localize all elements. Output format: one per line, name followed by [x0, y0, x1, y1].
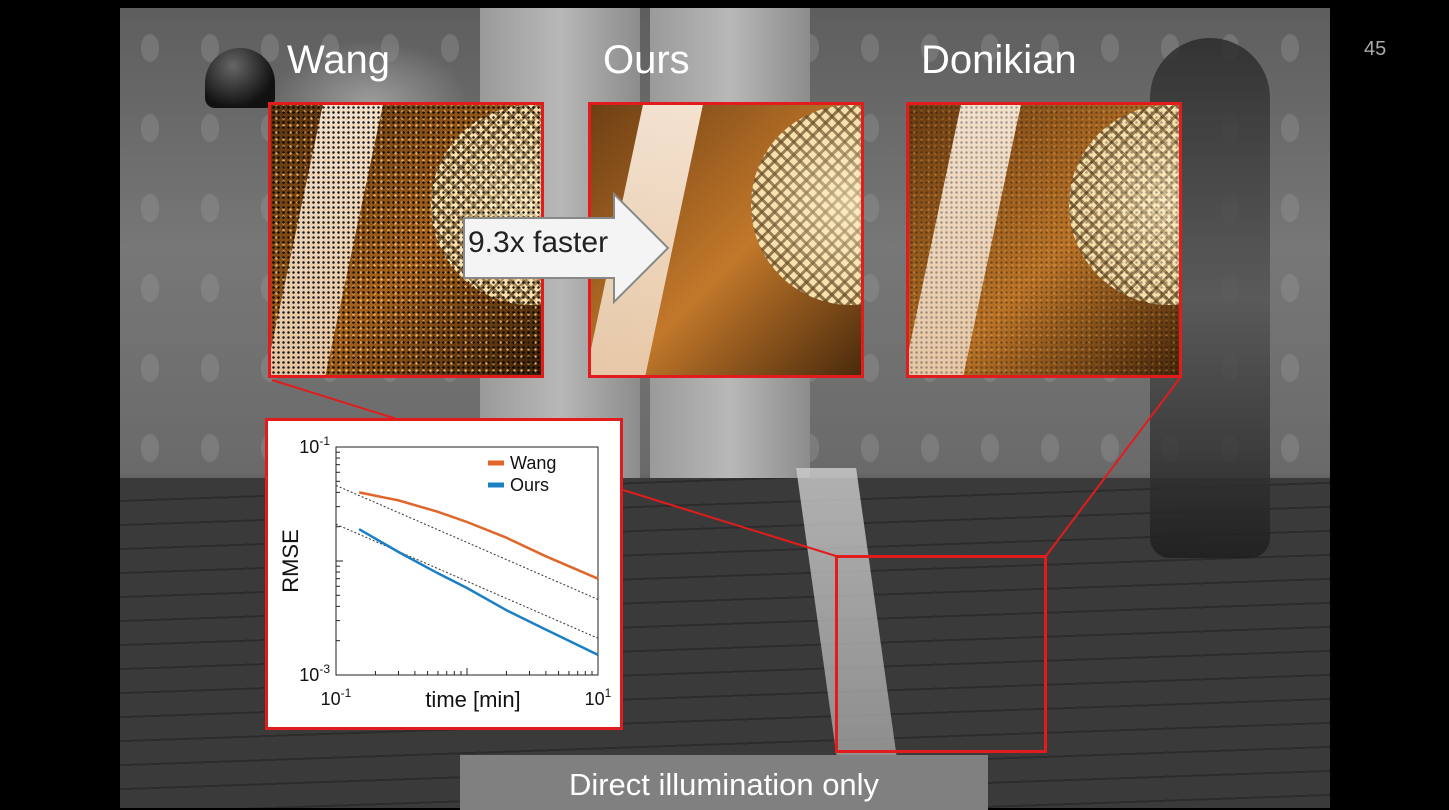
- y-tick-label: 10-3: [299, 662, 330, 685]
- inset-label-wang: Wang: [287, 38, 391, 82]
- inset-label-ours: Ours: [603, 38, 690, 82]
- inset-image-donikian: [906, 102, 1182, 378]
- caption-box: Direct illumination only: [460, 755, 988, 810]
- legend-label-ours: Ours: [510, 475, 549, 495]
- y-axis-label: RMSE: [278, 529, 303, 593]
- slide-number: 45: [1364, 38, 1387, 60]
- x-tick-label: 10-1: [321, 686, 352, 709]
- reference-slope-line: [335, 484, 599, 600]
- y-tick-label: 10-1: [299, 434, 330, 457]
- slide-caption: Direct illumination only: [568, 767, 880, 802]
- zoom-region-box: [835, 555, 1047, 753]
- reference-slope-line: [335, 523, 599, 639]
- inset-label-donikian: Donikian: [921, 38, 1077, 82]
- speedup-arrow: [463, 192, 670, 304]
- x-axis-label: time [min]: [425, 687, 520, 712]
- wall-lamp: [205, 48, 275, 108]
- series-line-ours: [358, 528, 599, 657]
- rmse-plot-panel: 10-1 101 10-1 10-3 Wang Ours RMSE time [min]: [265, 418, 623, 730]
- legend-label-wang: Wang: [510, 453, 556, 473]
- x-tick-label: 101: [585, 686, 612, 709]
- speedup-label: 9.3x faster: [468, 226, 609, 259]
- series-line-wang: [358, 491, 599, 580]
- inset-image-ours: [588, 102, 864, 378]
